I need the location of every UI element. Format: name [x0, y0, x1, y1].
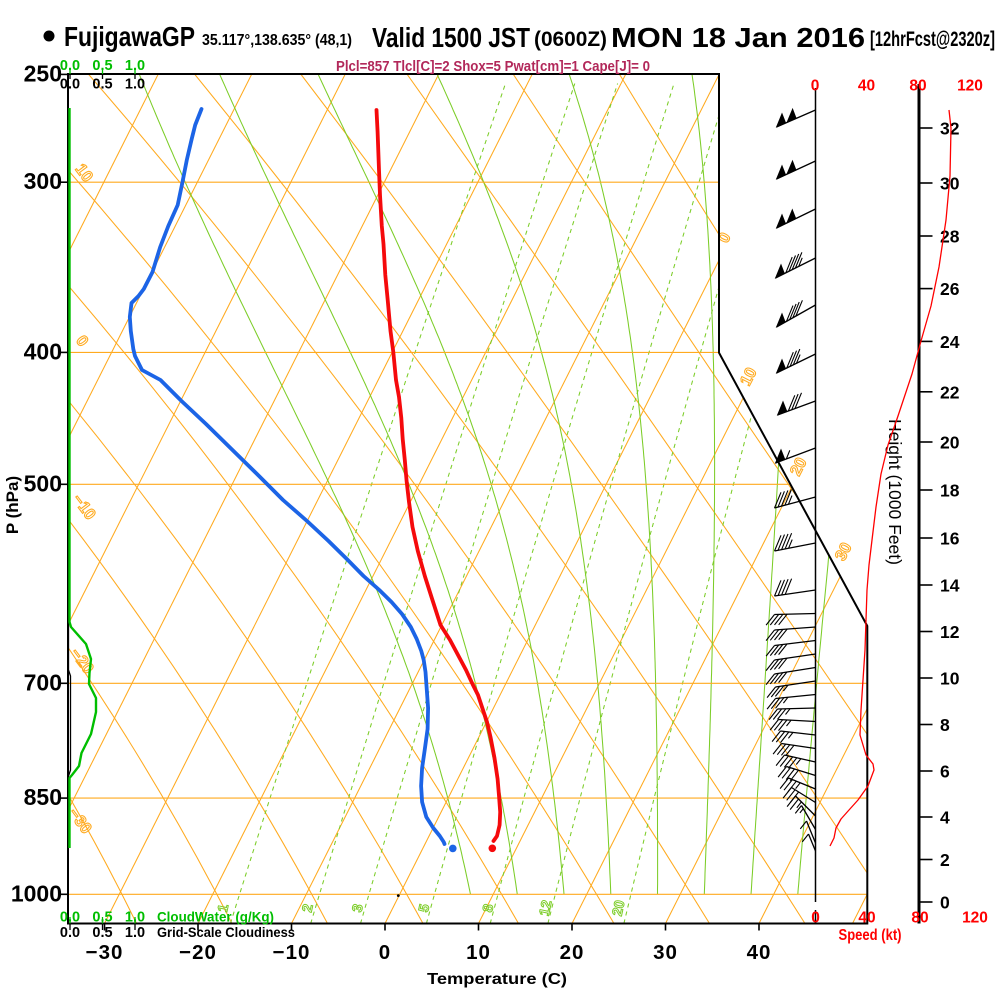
svg-text:120: 120	[957, 78, 983, 95]
svg-text:30: 30	[653, 941, 678, 964]
svg-text:14: 14	[940, 576, 960, 596]
svg-text:300: 300	[24, 168, 62, 194]
svg-text:[12hrFcst@2320z]: [12hrFcst@2320z]	[870, 28, 995, 51]
svg-text:80: 80	[911, 910, 928, 927]
svg-text:22: 22	[940, 382, 960, 402]
svg-text:0: 0	[379, 941, 391, 964]
svg-text:4: 4	[940, 808, 950, 828]
svg-text:850: 850	[24, 784, 62, 810]
svg-text:0.0: 0.0	[60, 58, 80, 74]
svg-text:−30: −30	[86, 941, 124, 964]
svg-text:35.117°,138.635° (48,1): 35.117°,138.635° (48,1)	[202, 32, 352, 49]
svg-text:2: 2	[940, 850, 950, 870]
svg-text:CloudWater (g/Kg): CloudWater (g/Kg)	[157, 909, 274, 925]
svg-text:700: 700	[24, 669, 62, 695]
svg-text:−10: −10	[273, 941, 311, 964]
svg-text:1.0: 1.0	[125, 58, 145, 74]
svg-text:20: 20	[940, 433, 960, 453]
svg-text:400: 400	[24, 338, 62, 364]
svg-text:0.0: 0.0	[60, 925, 80, 941]
svg-text:1000: 1000	[11, 880, 62, 906]
svg-text:(0600Z): (0600Z)	[534, 28, 607, 51]
svg-text:−20: −20	[179, 941, 217, 964]
svg-text:10: 10	[466, 941, 491, 964]
svg-text:250: 250	[24, 60, 62, 86]
svg-text:0.5: 0.5	[92, 925, 112, 941]
svg-text:0.5: 0.5	[92, 77, 112, 93]
svg-text:Plcl=857 Tlcl[C]=2 Shox=5 Pwat: Plcl=857 Tlcl[C]=2 Shox=5 Pwat[cm]=1 Cap…	[336, 59, 650, 75]
svg-text:MON 18 Jan 2016: MON 18 Jan 2016	[611, 22, 865, 53]
svg-text:Grid-Scale Cloudiness: Grid-Scale Cloudiness	[157, 924, 295, 940]
svg-text:0.5: 0.5	[92, 910, 112, 926]
svg-text:500: 500	[24, 470, 62, 496]
svg-text:6: 6	[940, 762, 950, 782]
svg-text:Temperature (C): Temperature (C)	[427, 971, 567, 988]
svg-text:Height (1000 Feet): Height (1000 Feet)	[885, 419, 905, 565]
svg-text:0.5: 0.5	[92, 58, 112, 74]
svg-text:80: 80	[909, 78, 926, 95]
svg-text:1.0: 1.0	[125, 77, 145, 93]
svg-text:16: 16	[940, 529, 960, 549]
svg-text:Valid 1500 JST: Valid 1500 JST	[372, 22, 530, 53]
svg-text:0: 0	[940, 893, 950, 913]
svg-text:40: 40	[858, 78, 875, 95]
svg-text:P (hPa): P (hPa)	[3, 476, 22, 534]
svg-text:Speed (kt): Speed (kt)	[839, 927, 902, 944]
svg-text:1.0: 1.0	[125, 910, 145, 926]
svg-text:26: 26	[940, 279, 960, 299]
svg-text:40: 40	[858, 910, 875, 927]
svg-text:18: 18	[940, 481, 960, 501]
svg-text:10: 10	[940, 669, 960, 689]
svg-text:0.0: 0.0	[60, 77, 80, 93]
svg-text:120: 120	[962, 910, 988, 927]
svg-text:40: 40	[747, 941, 772, 964]
svg-text:24: 24	[940, 332, 960, 352]
svg-text:FujigawaGP: FujigawaGP	[64, 21, 195, 52]
svg-text:0.0: 0.0	[60, 910, 80, 926]
svg-text:8: 8	[940, 715, 950, 735]
svg-text:20: 20	[560, 941, 585, 964]
svg-text:0: 0	[811, 78, 820, 95]
svg-text:12: 12	[940, 622, 960, 642]
svg-text:1.0: 1.0	[125, 925, 145, 941]
svg-text:0: 0	[811, 910, 820, 927]
